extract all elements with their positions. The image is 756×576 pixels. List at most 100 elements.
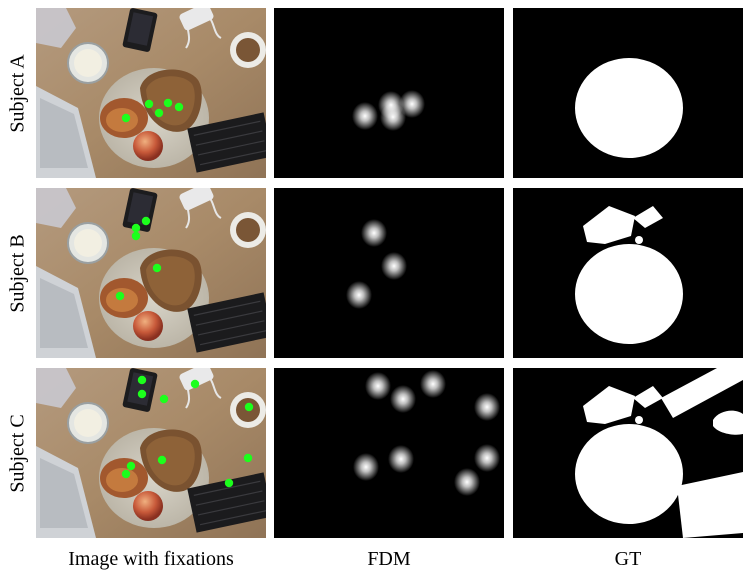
apple xyxy=(133,311,163,341)
fixation-point xyxy=(190,379,200,389)
scene-svg xyxy=(36,368,266,538)
fdm-blob xyxy=(346,281,372,309)
column-label-image: Image with fixations xyxy=(68,548,234,570)
fdm-map-subject-a xyxy=(274,8,504,178)
gt-mask-subject-b xyxy=(513,188,743,358)
keyboard xyxy=(187,112,266,173)
fixation-point xyxy=(244,402,254,412)
fixation-point xyxy=(154,108,164,118)
fixation-point xyxy=(174,102,184,112)
gt-svg xyxy=(513,8,743,178)
gt-plate xyxy=(575,424,683,524)
gt-cable-region xyxy=(633,386,663,408)
gt-svg xyxy=(513,188,743,358)
fixation-point xyxy=(115,291,125,301)
gt-cable-region xyxy=(633,206,663,228)
gt-phone-region xyxy=(583,386,635,424)
fixation-point xyxy=(131,231,141,241)
gt-small-blob xyxy=(635,236,643,244)
scene-image-subject-c xyxy=(36,368,266,538)
bag xyxy=(36,188,76,228)
gt-phone-region xyxy=(583,206,635,244)
keyboard-row xyxy=(195,490,263,506)
fixation-point xyxy=(137,375,147,385)
fixation-point xyxy=(159,394,169,404)
remote xyxy=(179,368,214,391)
gt-mask-subject-a xyxy=(513,8,743,178)
fdm-blob xyxy=(388,445,414,473)
pastry-top xyxy=(106,288,138,312)
fdm-map-subject-b xyxy=(274,188,504,358)
scene-image-subject-a xyxy=(36,8,266,178)
gt-mask-subject-c xyxy=(513,368,743,538)
row-label-subject-b: Subject B xyxy=(6,233,29,313)
fixation-point xyxy=(121,469,131,479)
fixation-point xyxy=(224,478,234,488)
keyboard-row xyxy=(197,500,265,516)
milk xyxy=(74,409,102,437)
fdm-blob xyxy=(365,372,391,400)
fdm-blob xyxy=(352,102,378,130)
gt-plate xyxy=(575,244,683,344)
keyboard-row xyxy=(193,120,261,136)
fixation-point xyxy=(152,263,162,273)
coffee xyxy=(236,218,260,242)
fdm-blob xyxy=(390,385,416,413)
row-label-subject-c: Subject C xyxy=(6,413,29,493)
gt-keyboard-region xyxy=(677,472,743,538)
remote xyxy=(179,188,214,211)
phone-screen xyxy=(127,12,154,46)
fixation-point xyxy=(141,216,151,226)
apple xyxy=(133,131,163,161)
keyboard-row xyxy=(199,329,266,346)
fdm-svg xyxy=(274,8,504,178)
keyboard-row xyxy=(199,509,266,526)
fdm-blob xyxy=(454,468,480,496)
keyboard-row xyxy=(195,130,263,146)
scene-image-subject-b xyxy=(36,188,266,358)
pastry-top xyxy=(106,468,138,492)
fdm-blob xyxy=(380,103,406,131)
fdm-blob xyxy=(361,219,387,247)
fixation-point xyxy=(121,113,131,123)
gt-small-blob xyxy=(635,416,643,424)
gt-plate xyxy=(575,58,683,158)
scene-svg xyxy=(36,188,266,358)
column-label-fdm: FDM xyxy=(367,548,411,570)
fdm-map-subject-c xyxy=(274,368,504,538)
gt-remote-region xyxy=(661,368,743,418)
fdm-background xyxy=(274,368,504,538)
column-label-gt: GT xyxy=(614,548,642,570)
fixation-point xyxy=(243,453,253,463)
fdm-svg xyxy=(274,188,504,358)
pastry-top xyxy=(106,108,138,132)
keyboard xyxy=(187,472,266,533)
phone-screen xyxy=(127,372,154,406)
fdm-blob xyxy=(353,453,379,481)
apple xyxy=(133,491,163,521)
fixation-point xyxy=(144,99,154,109)
scene-svg xyxy=(36,8,266,178)
gt-mug-region xyxy=(713,410,743,435)
bag xyxy=(36,368,76,408)
gt-svg xyxy=(513,368,743,538)
keyboard xyxy=(187,292,266,353)
laptop-keys xyxy=(40,278,88,348)
row-label-subject-a: Subject A xyxy=(6,53,29,133)
keyboard-row xyxy=(199,149,266,166)
fixation-point xyxy=(163,98,173,108)
laptop-keys xyxy=(40,98,88,168)
milk xyxy=(74,49,102,77)
coffee xyxy=(236,38,260,62)
fdm-blob xyxy=(474,393,500,421)
fdm-svg xyxy=(274,368,504,538)
keyboard-row xyxy=(193,480,261,496)
bag xyxy=(36,8,76,48)
fixation-point xyxy=(126,461,136,471)
keyboard-row xyxy=(197,140,265,156)
fdm-blob xyxy=(420,370,446,398)
fixation-point xyxy=(157,455,167,465)
keyboard-row xyxy=(193,300,261,316)
bread-inner xyxy=(146,436,195,486)
milk xyxy=(74,229,102,257)
